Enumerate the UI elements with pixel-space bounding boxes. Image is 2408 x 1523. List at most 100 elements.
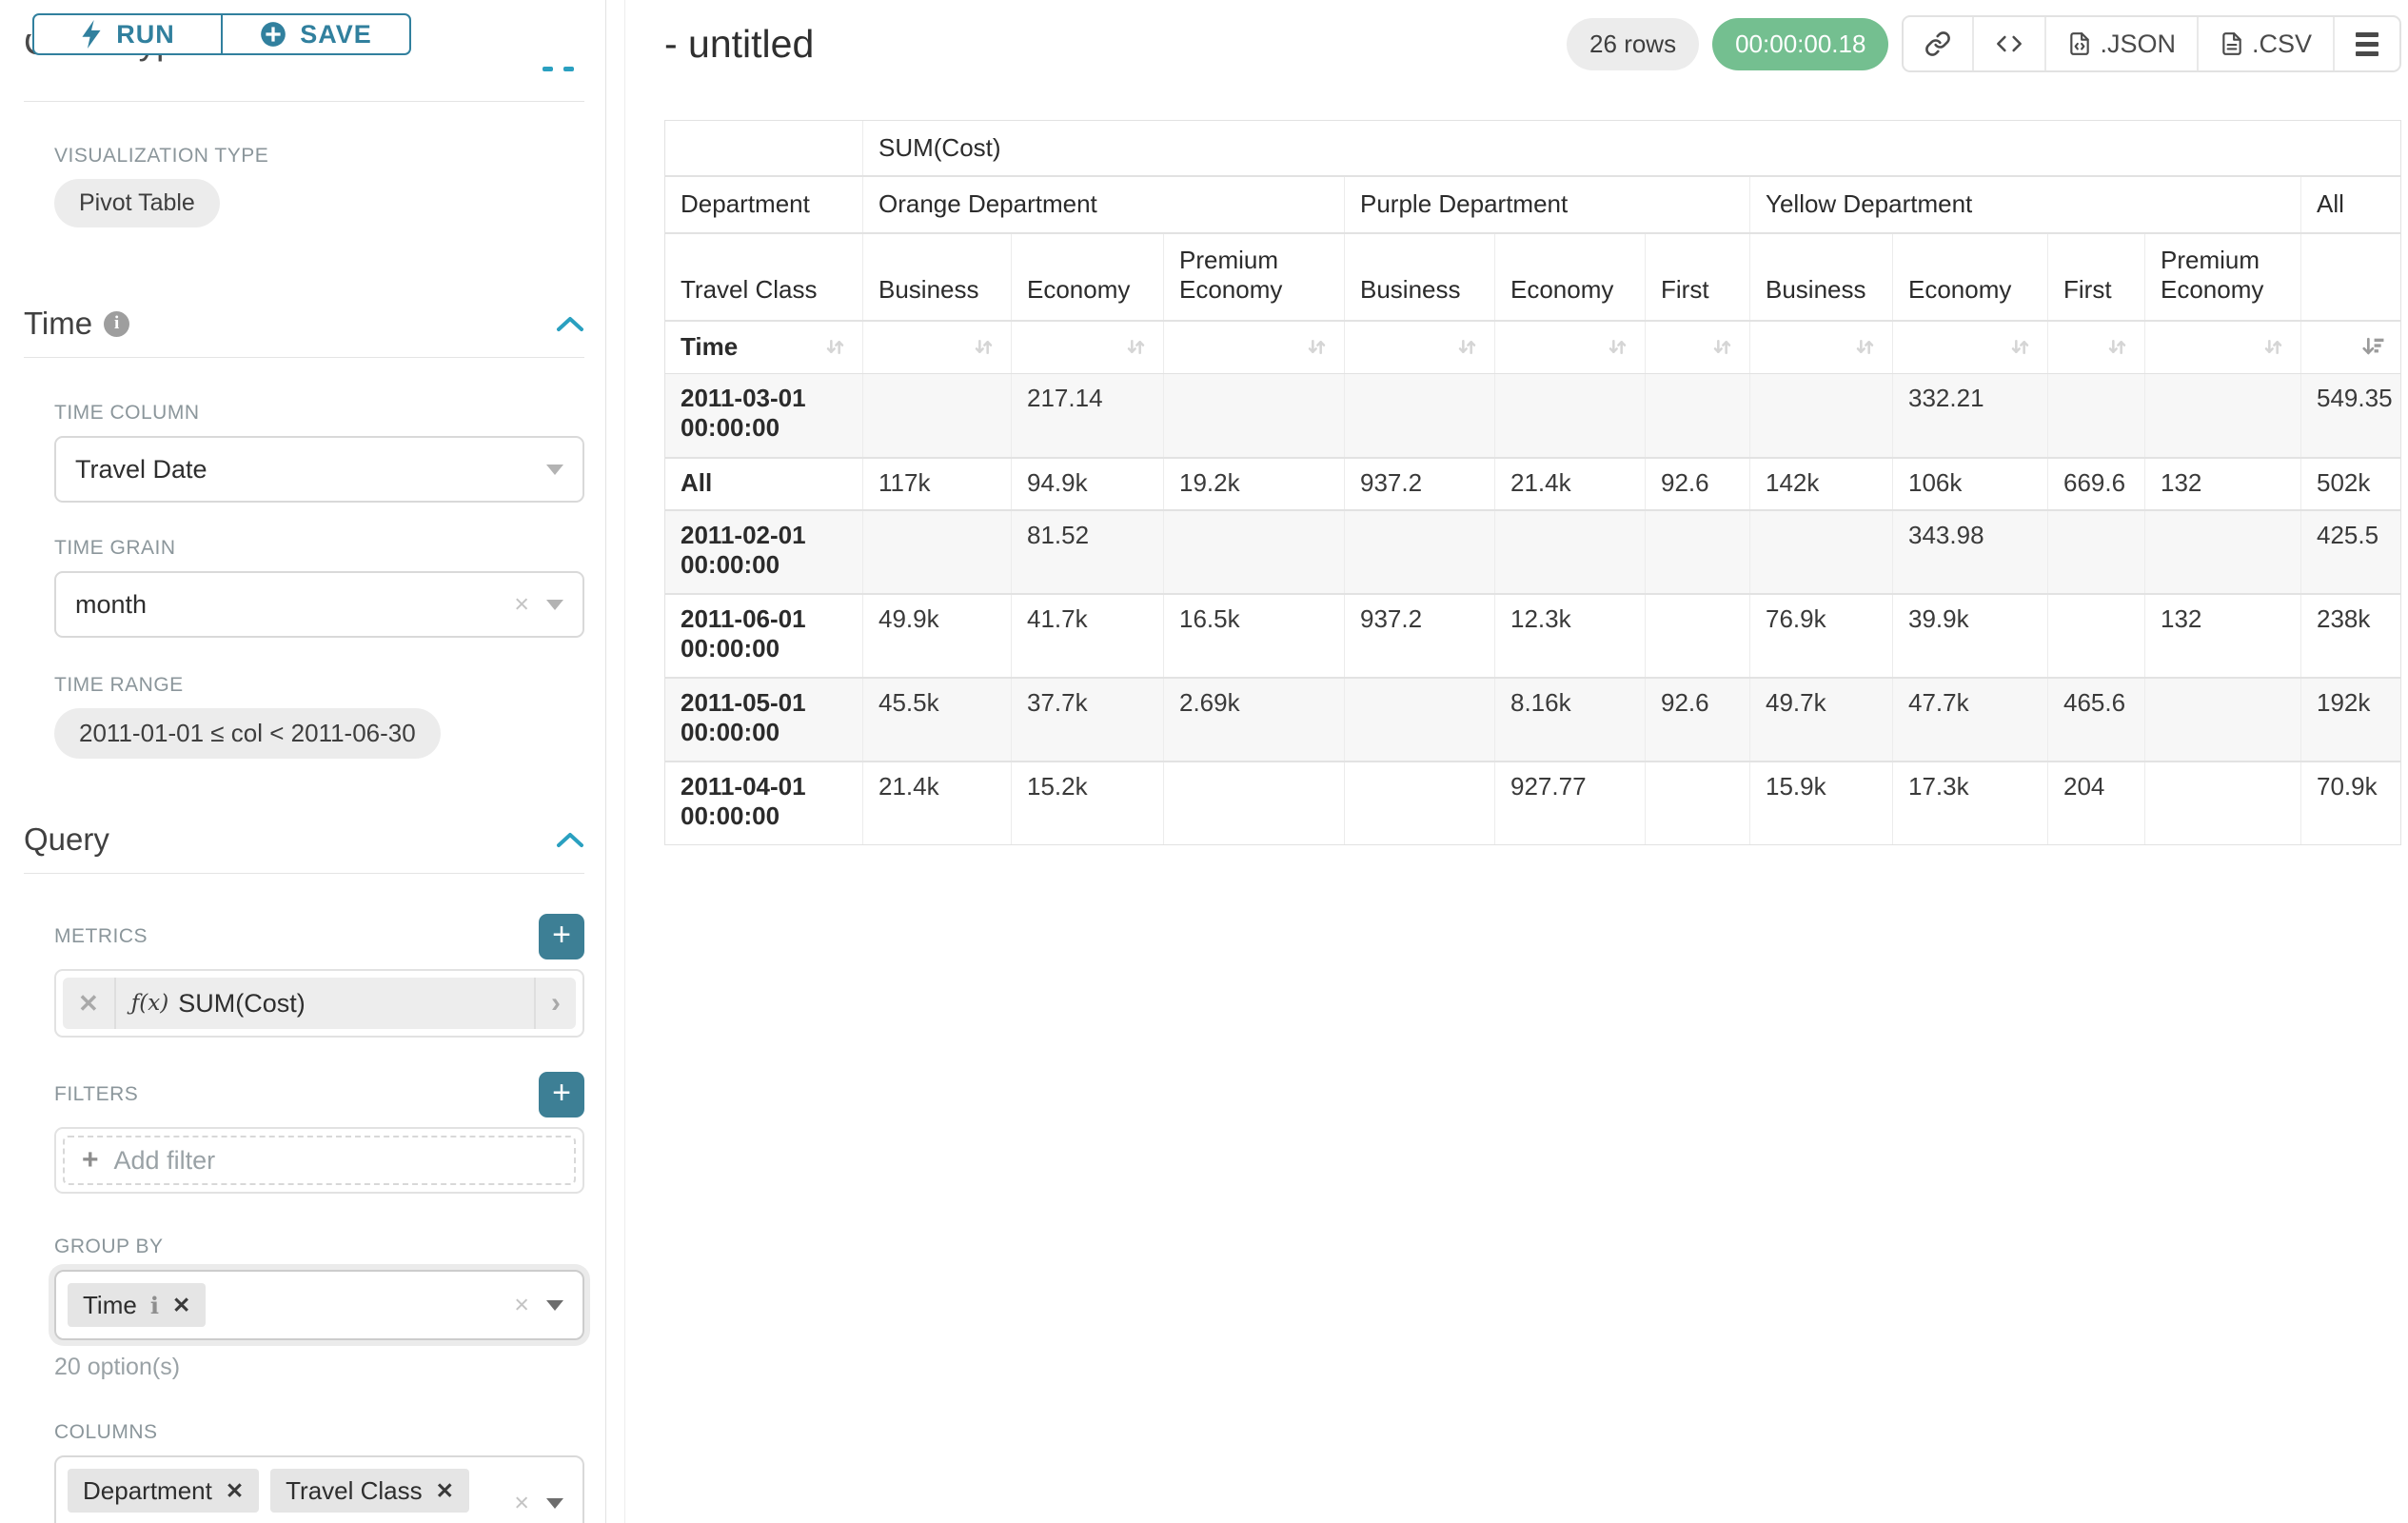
remove-icon[interactable]: ✕ [435,1477,454,1503]
time-column-select[interactable]: Travel Date [54,436,584,503]
sort-toggle-icon[interactable] [1853,335,1877,359]
columns-label: COLUMNS [54,1421,158,1443]
remove-metric-icon[interactable]: ✕ [63,978,116,1029]
travel-class-header: Premium Economy [2144,231,2301,321]
time-column-value: Travel Date [75,454,207,484]
share-link-button[interactable] [1904,17,1972,70]
query-timer-badge: 00:00:00.18 [1712,17,1889,70]
columns-select[interactable]: Department ✕ Travel Class ✕ × [54,1455,584,1523]
pivot-cell [1645,373,1750,458]
sort-toggle-icon[interactable] [2105,335,2129,359]
chip-label: Time [83,1290,137,1319]
add-filter-button[interactable]: + [539,1072,584,1118]
pivot-cell: 332.21 [1892,373,2048,458]
sort-toggle-icon[interactable] [1606,335,1629,359]
pivot-cell: 21.4k [1494,456,1646,510]
time-grain-label: TIME GRAIN [54,537,176,559]
pivot-cell: 117k [862,456,1012,510]
travel-class-header: First [1645,231,1750,321]
time-grain-select[interactable]: month × [54,571,584,638]
save-button[interactable]: SAVE [222,13,411,55]
pivot-cell [1494,508,1646,594]
pivot-cell [1163,373,1345,458]
pivot-cell: 21.4k [862,760,1012,845]
pivot-cell: 37.7k [1011,676,1164,762]
pivot-cell: 94.9k [1011,456,1164,510]
clear-icon[interactable]: × [514,1290,529,1319]
pivot-cell [862,508,1012,594]
sort-toggle-icon[interactable] [972,335,996,359]
table-row: All 117k 94.9k 19.2k 937.2 21.4k 92.6 142k 106k 6… [664,456,2401,510]
corner-cell [664,120,863,176]
hamburger-icon [2356,31,2378,56]
pivot-cell: 465.6 [2047,676,2145,762]
sort-toggle-icon[interactable] [2008,335,2032,359]
table-row: 2011-03-01 00:00:00 217.14 332.21 549.35 [664,373,2401,458]
sort-toggle-icon[interactable] [1124,335,1148,359]
add-filter-dropzone[interactable]: + Add filter [63,1136,576,1185]
section-divider [24,101,584,102]
add-metric-button[interactable]: + [539,914,584,959]
sort-toggle-icon[interactable] [2261,335,2285,359]
row-header: 2011-02-01 00:00:00 [664,508,863,594]
time-column-label: TIME COLUMN [54,402,200,424]
caret-down-icon [546,1300,563,1311]
pivot-cell [1344,676,1495,762]
sort-toggle-icon[interactable] [1710,335,1734,359]
pivot-cell [2144,760,2301,845]
time-section-header[interactable]: Time i [24,306,584,342]
query-section-header[interactable]: Query [24,821,584,858]
sort-toggle-icon[interactable] [1455,335,1479,359]
view-query-button[interactable] [1972,17,2044,70]
clear-icon[interactable]: × [514,589,529,619]
group-by-select[interactable]: Time i ✕ × [54,1270,584,1340]
columns-chip[interactable]: Travel Class ✕ [270,1469,469,1513]
pivot-cell: 132 [2144,456,2301,510]
menu-button[interactable] [2333,17,2399,70]
pivot-cell [1645,760,1750,845]
group-by-option-count: 20 option(s) [54,1354,181,1380]
run-button[interactable]: RUN [32,13,222,55]
pivot-cell [2144,373,2301,458]
travel-class-header: Business [862,231,1012,321]
panel-resize-gutter[interactable] [606,0,625,1523]
department-row-label: Department [664,174,863,233]
pivot-cell: 192k [2300,676,2401,762]
columns-chip[interactable]: Department ✕ [68,1469,260,1513]
pivot-cell: 502k [2300,456,2401,510]
chevron-up-icon[interactable] [556,315,584,332]
pivot-cell [2144,508,2301,594]
chevron-right-icon[interactable]: › [534,978,576,1029]
travel-class-header: Premium Economy [1163,231,1345,321]
sort-toggle-icon[interactable] [1305,335,1329,359]
sort-header [1344,319,1495,374]
info-icon: i [149,1291,159,1319]
time-range-pill[interactable]: 2011-01-01 ≤ col < 2011-06-30 [54,708,441,759]
time-grain-value: month [75,589,148,619]
chart-title[interactable]: - untitled [664,21,815,66]
pivot-cell: 45.5k [862,676,1012,762]
row-header: 2011-04-01 00:00:00 [664,760,863,845]
sort-toggle-icon[interactable] [823,335,847,359]
export-json-button[interactable]: .JSON [2044,17,2197,70]
chevron-up-icon[interactable] [556,831,584,848]
travel-class-header: Business [1749,231,1893,321]
remove-icon[interactable]: ✕ [225,1477,245,1503]
remove-icon[interactable]: ✕ [171,1292,191,1317]
sort-desc-icon[interactable] [2359,335,2385,359]
caret-down-icon [546,1498,563,1509]
metric-pill[interactable]: ✕ ƒ(x) SUM(Cost) › [63,978,576,1029]
code-icon [1997,35,2023,52]
export-csv-button[interactable]: .CSV [2196,17,2333,70]
pivot-cell [1344,373,1495,458]
clear-icon[interactable]: × [514,1488,529,1517]
pivot-cell [1494,373,1646,458]
pivot-cell [2047,592,2145,678]
group-by-chip[interactable]: Time i ✕ [68,1283,207,1327]
metrics-label: METRICS [54,925,148,947]
viz-type-pill[interactable]: Pivot Table [54,179,220,227]
metric-name: SUM(Cost) [178,988,306,1018]
time-range-label: TIME RANGE [54,674,184,696]
table-row: 2011-05-01 00:00:00 45.5k 37.7k 2.69k 8.16k 9… [664,676,2401,762]
sort-header [2300,319,2401,374]
